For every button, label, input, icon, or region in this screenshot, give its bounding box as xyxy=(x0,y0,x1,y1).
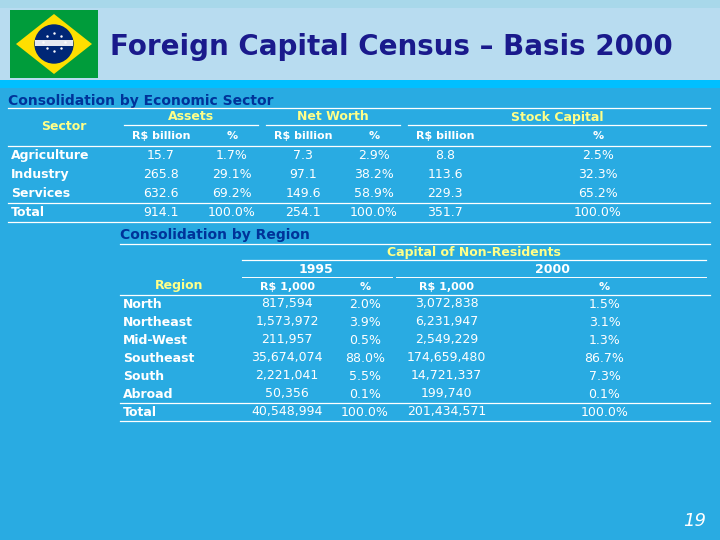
Text: 100.0%: 100.0% xyxy=(580,406,629,419)
Text: 1.3%: 1.3% xyxy=(589,334,621,347)
Text: 65.2%: 65.2% xyxy=(578,187,618,200)
Text: 1.7%: 1.7% xyxy=(216,149,248,162)
Text: 2.0%: 2.0% xyxy=(349,298,381,310)
Bar xyxy=(0,8,720,80)
Text: Consolidation by Region: Consolidation by Region xyxy=(120,228,310,242)
Text: 100.0%: 100.0% xyxy=(574,206,622,219)
Text: %: % xyxy=(369,131,379,141)
Text: 88.0%: 88.0% xyxy=(345,352,385,365)
Text: 5.5%: 5.5% xyxy=(349,369,381,382)
Text: 201,434,571: 201,434,571 xyxy=(407,406,486,419)
Text: 914.1: 914.1 xyxy=(143,206,179,219)
Bar xyxy=(0,0,720,8)
Text: 38.2%: 38.2% xyxy=(354,168,394,181)
Bar xyxy=(0,80,720,88)
Text: 86.7%: 86.7% xyxy=(585,352,624,365)
Text: 35,674,074: 35,674,074 xyxy=(251,352,323,365)
Text: %: % xyxy=(226,131,238,141)
Text: Mid-West: Mid-West xyxy=(123,334,188,347)
Text: 229.3: 229.3 xyxy=(427,187,463,200)
Text: Sector: Sector xyxy=(41,120,86,133)
Text: 3.1%: 3.1% xyxy=(589,315,621,328)
Text: Assets: Assets xyxy=(168,111,214,124)
Circle shape xyxy=(35,25,73,63)
Text: 14,721,337: 14,721,337 xyxy=(411,369,482,382)
Text: South: South xyxy=(123,369,164,382)
Text: 7.3%: 7.3% xyxy=(588,369,621,382)
Text: 19: 19 xyxy=(683,512,706,530)
Text: 40,548,994: 40,548,994 xyxy=(251,406,323,419)
Text: 100.0%: 100.0% xyxy=(341,406,389,419)
Text: %: % xyxy=(359,281,371,292)
Text: Foreign Capital Census – Basis 2000: Foreign Capital Census – Basis 2000 xyxy=(110,33,672,61)
Text: 351.7: 351.7 xyxy=(427,206,463,219)
Text: 265.8: 265.8 xyxy=(143,168,179,181)
Text: Region: Region xyxy=(155,280,203,293)
Text: 50,356: 50,356 xyxy=(265,388,309,401)
Text: 100.0%: 100.0% xyxy=(208,206,256,219)
Text: 58.9%: 58.9% xyxy=(354,187,394,200)
Text: 199,740: 199,740 xyxy=(420,388,472,401)
Text: 0.1%: 0.1% xyxy=(349,388,381,401)
Text: Stock Capital: Stock Capital xyxy=(510,111,603,124)
Text: %: % xyxy=(593,131,603,141)
Text: 1995: 1995 xyxy=(299,263,333,276)
Text: 0.5%: 0.5% xyxy=(349,334,381,347)
Text: 3.9%: 3.9% xyxy=(349,315,381,328)
Text: 69.2%: 69.2% xyxy=(212,187,252,200)
Bar xyxy=(35,40,73,46)
Polygon shape xyxy=(16,14,92,74)
Text: 100.0%: 100.0% xyxy=(350,206,398,219)
Text: R$ 1,000: R$ 1,000 xyxy=(419,281,474,292)
Text: 1,573,972: 1,573,972 xyxy=(256,315,319,328)
Text: R$ 1,000: R$ 1,000 xyxy=(259,281,315,292)
Text: 7.3: 7.3 xyxy=(293,149,313,162)
Text: Consolidation by Economic Sector: Consolidation by Economic Sector xyxy=(8,94,274,108)
Text: 2,221,041: 2,221,041 xyxy=(256,369,319,382)
Text: 211,957: 211,957 xyxy=(261,334,312,347)
Text: Total: Total xyxy=(123,406,157,419)
Text: 8.8: 8.8 xyxy=(435,149,455,162)
Text: 15.7: 15.7 xyxy=(147,149,175,162)
Text: Total: Total xyxy=(11,206,45,219)
Text: Southeast: Southeast xyxy=(123,352,194,365)
Text: 0.1%: 0.1% xyxy=(588,388,621,401)
Text: Capital of Non-Residents: Capital of Non-Residents xyxy=(387,246,561,259)
Text: Services: Services xyxy=(11,187,70,200)
Text: Northeast: Northeast xyxy=(123,315,193,328)
Text: 6,231,947: 6,231,947 xyxy=(415,315,478,328)
Text: 817,594: 817,594 xyxy=(261,298,312,310)
Text: 2000: 2000 xyxy=(534,263,570,276)
Text: 29.1%: 29.1% xyxy=(212,168,252,181)
Text: 3,072,838: 3,072,838 xyxy=(415,298,478,310)
Text: North: North xyxy=(123,298,163,310)
Text: 2,549,229: 2,549,229 xyxy=(415,334,478,347)
Text: 2.5%: 2.5% xyxy=(582,149,614,162)
Text: Net Worth: Net Worth xyxy=(297,111,369,124)
Text: 632.6: 632.6 xyxy=(143,187,179,200)
Text: R$ billion: R$ billion xyxy=(274,131,332,141)
Text: %: % xyxy=(599,281,610,292)
Text: 254.1: 254.1 xyxy=(285,206,321,219)
Text: R$ billion: R$ billion xyxy=(415,131,474,141)
Text: 32.3%: 32.3% xyxy=(578,168,618,181)
Text: 97.1: 97.1 xyxy=(289,168,317,181)
Text: Industry: Industry xyxy=(11,168,70,181)
Text: R$ billion: R$ billion xyxy=(132,131,190,141)
Text: 149.6: 149.6 xyxy=(285,187,320,200)
Text: 1.5%: 1.5% xyxy=(588,298,621,310)
Text: Agriculture: Agriculture xyxy=(11,149,89,162)
Text: 174,659,480: 174,659,480 xyxy=(407,352,486,365)
Bar xyxy=(10,10,98,78)
Text: 113.6: 113.6 xyxy=(427,168,463,181)
Text: Abroad: Abroad xyxy=(123,388,174,401)
Text: 2.9%: 2.9% xyxy=(358,149,390,162)
